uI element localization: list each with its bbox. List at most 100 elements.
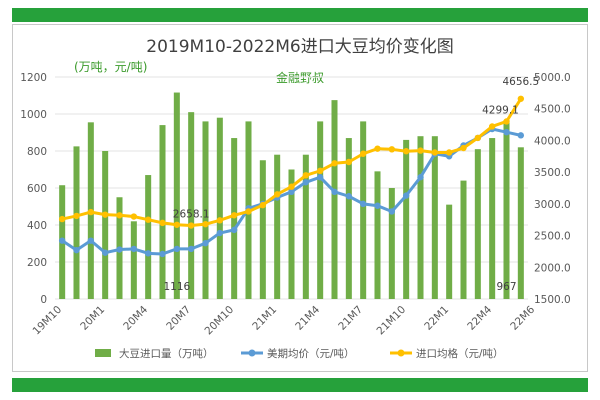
unit-label: (万吨，元/吨): [74, 60, 147, 74]
x-tick-label: 22M4: [465, 303, 494, 332]
series-point: [130, 245, 138, 253]
data-label: 4656.5: [502, 76, 539, 88]
y-right-tick-label: 2500.0: [534, 231, 571, 243]
y-right-tick-label: 5000.0: [534, 72, 571, 84]
series-point: [359, 150, 367, 157]
y-left-tick-label: 0: [40, 294, 47, 306]
series-point: [302, 179, 310, 186]
y-left-tick-label: 200: [27, 257, 47, 269]
series-point: [474, 134, 482, 142]
y-right-tick-label: 2000.0: [534, 262, 571, 274]
series-point: [245, 208, 252, 215]
x-tick-label: 21M10: [375, 304, 409, 338]
series-point: [73, 212, 80, 220]
bar: [417, 136, 424, 299]
series-point: [273, 191, 281, 198]
series-point: [187, 222, 195, 229]
series-point: [116, 246, 123, 253]
chart-title: 2019M10-2022M6进口大豆均价变化图: [146, 37, 453, 57]
series-point: [402, 148, 410, 155]
bar: [188, 112, 195, 300]
series-point: [331, 160, 338, 167]
x-tick-label: 22M6: [508, 303, 537, 332]
series-point: [144, 250, 152, 257]
y-left-tick-label: 1200: [20, 72, 47, 84]
bar: [517, 147, 524, 299]
x-tick-label: 20M7: [164, 304, 193, 333]
series-point: [87, 237, 95, 244]
series-point: [101, 211, 109, 218]
bar: [331, 100, 338, 299]
series-point: [202, 239, 209, 247]
y-left-tick-label: 600: [27, 183, 47, 195]
data-label: 4299.1: [482, 104, 519, 116]
series-point: [388, 208, 396, 215]
bar: [73, 146, 80, 299]
series-point: [173, 221, 181, 228]
top-green-band: [12, 8, 588, 22]
bar: [503, 120, 510, 299]
series-point: [316, 167, 324, 175]
y-right-tick-label: 4000.0: [534, 135, 571, 147]
series-point: [345, 193, 353, 200]
bar: [489, 138, 496, 299]
series-point: [159, 250, 166, 258]
bar: [274, 154, 281, 299]
legend-label: 大豆进口量（万吨）: [119, 347, 214, 360]
series-point: [58, 215, 66, 223]
series-point: [173, 245, 181, 253]
bar: [431, 136, 438, 299]
bar: [288, 169, 295, 299]
x-tick-label: 21M7: [336, 304, 365, 333]
series-point: [374, 202, 381, 209]
series-point: [417, 147, 424, 154]
series-point: [302, 172, 310, 179]
series-point: [517, 95, 525, 102]
series-point: [431, 149, 439, 156]
bar: [446, 204, 453, 299]
series-point: [101, 249, 109, 256]
series-point: [288, 188, 295, 196]
series-point: [503, 128, 510, 136]
bar: [403, 139, 410, 299]
bar: [202, 121, 209, 300]
bar: [374, 171, 381, 299]
bar: [173, 92, 180, 299]
bar: [216, 117, 223, 299]
y-right-tick-label: 3000.0: [534, 199, 571, 211]
bar: [360, 121, 367, 300]
series-point: [230, 212, 238, 219]
y-left-tick-label: 800: [27, 146, 47, 158]
series-point: [517, 132, 525, 139]
data-label: 967: [496, 281, 516, 293]
bar: [460, 180, 467, 299]
series-point: [187, 245, 195, 253]
x-tick-label: 22M1: [422, 304, 451, 333]
series-point: [316, 174, 324, 181]
legend-swatch: [95, 349, 111, 357]
y-left-tick-label: 400: [27, 220, 47, 232]
series-point: [445, 149, 453, 156]
x-tick-label: 20M4: [121, 303, 150, 332]
y-right-tick-label: 4500.0: [534, 104, 571, 116]
y-right-tick-label: 3500.0: [534, 167, 571, 179]
x-tick-label: 20M10: [203, 304, 237, 338]
series-point: [345, 158, 353, 166]
series-point: [417, 174, 424, 181]
legend-marker: [248, 349, 256, 357]
series-point: [58, 237, 66, 244]
series-point: [460, 144, 467, 152]
series-point: [116, 212, 123, 219]
bar: [102, 151, 109, 299]
series-point: [159, 219, 166, 227]
series-point: [374, 145, 381, 152]
series-point: [230, 226, 238, 234]
bar: [317, 121, 324, 300]
series-point: [359, 200, 367, 208]
series-point: [144, 216, 152, 223]
data-label: 2658.1: [173, 209, 210, 221]
series-point: [216, 229, 224, 237]
y-left-tick-label: 1000: [20, 109, 47, 121]
bar: [231, 138, 238, 299]
